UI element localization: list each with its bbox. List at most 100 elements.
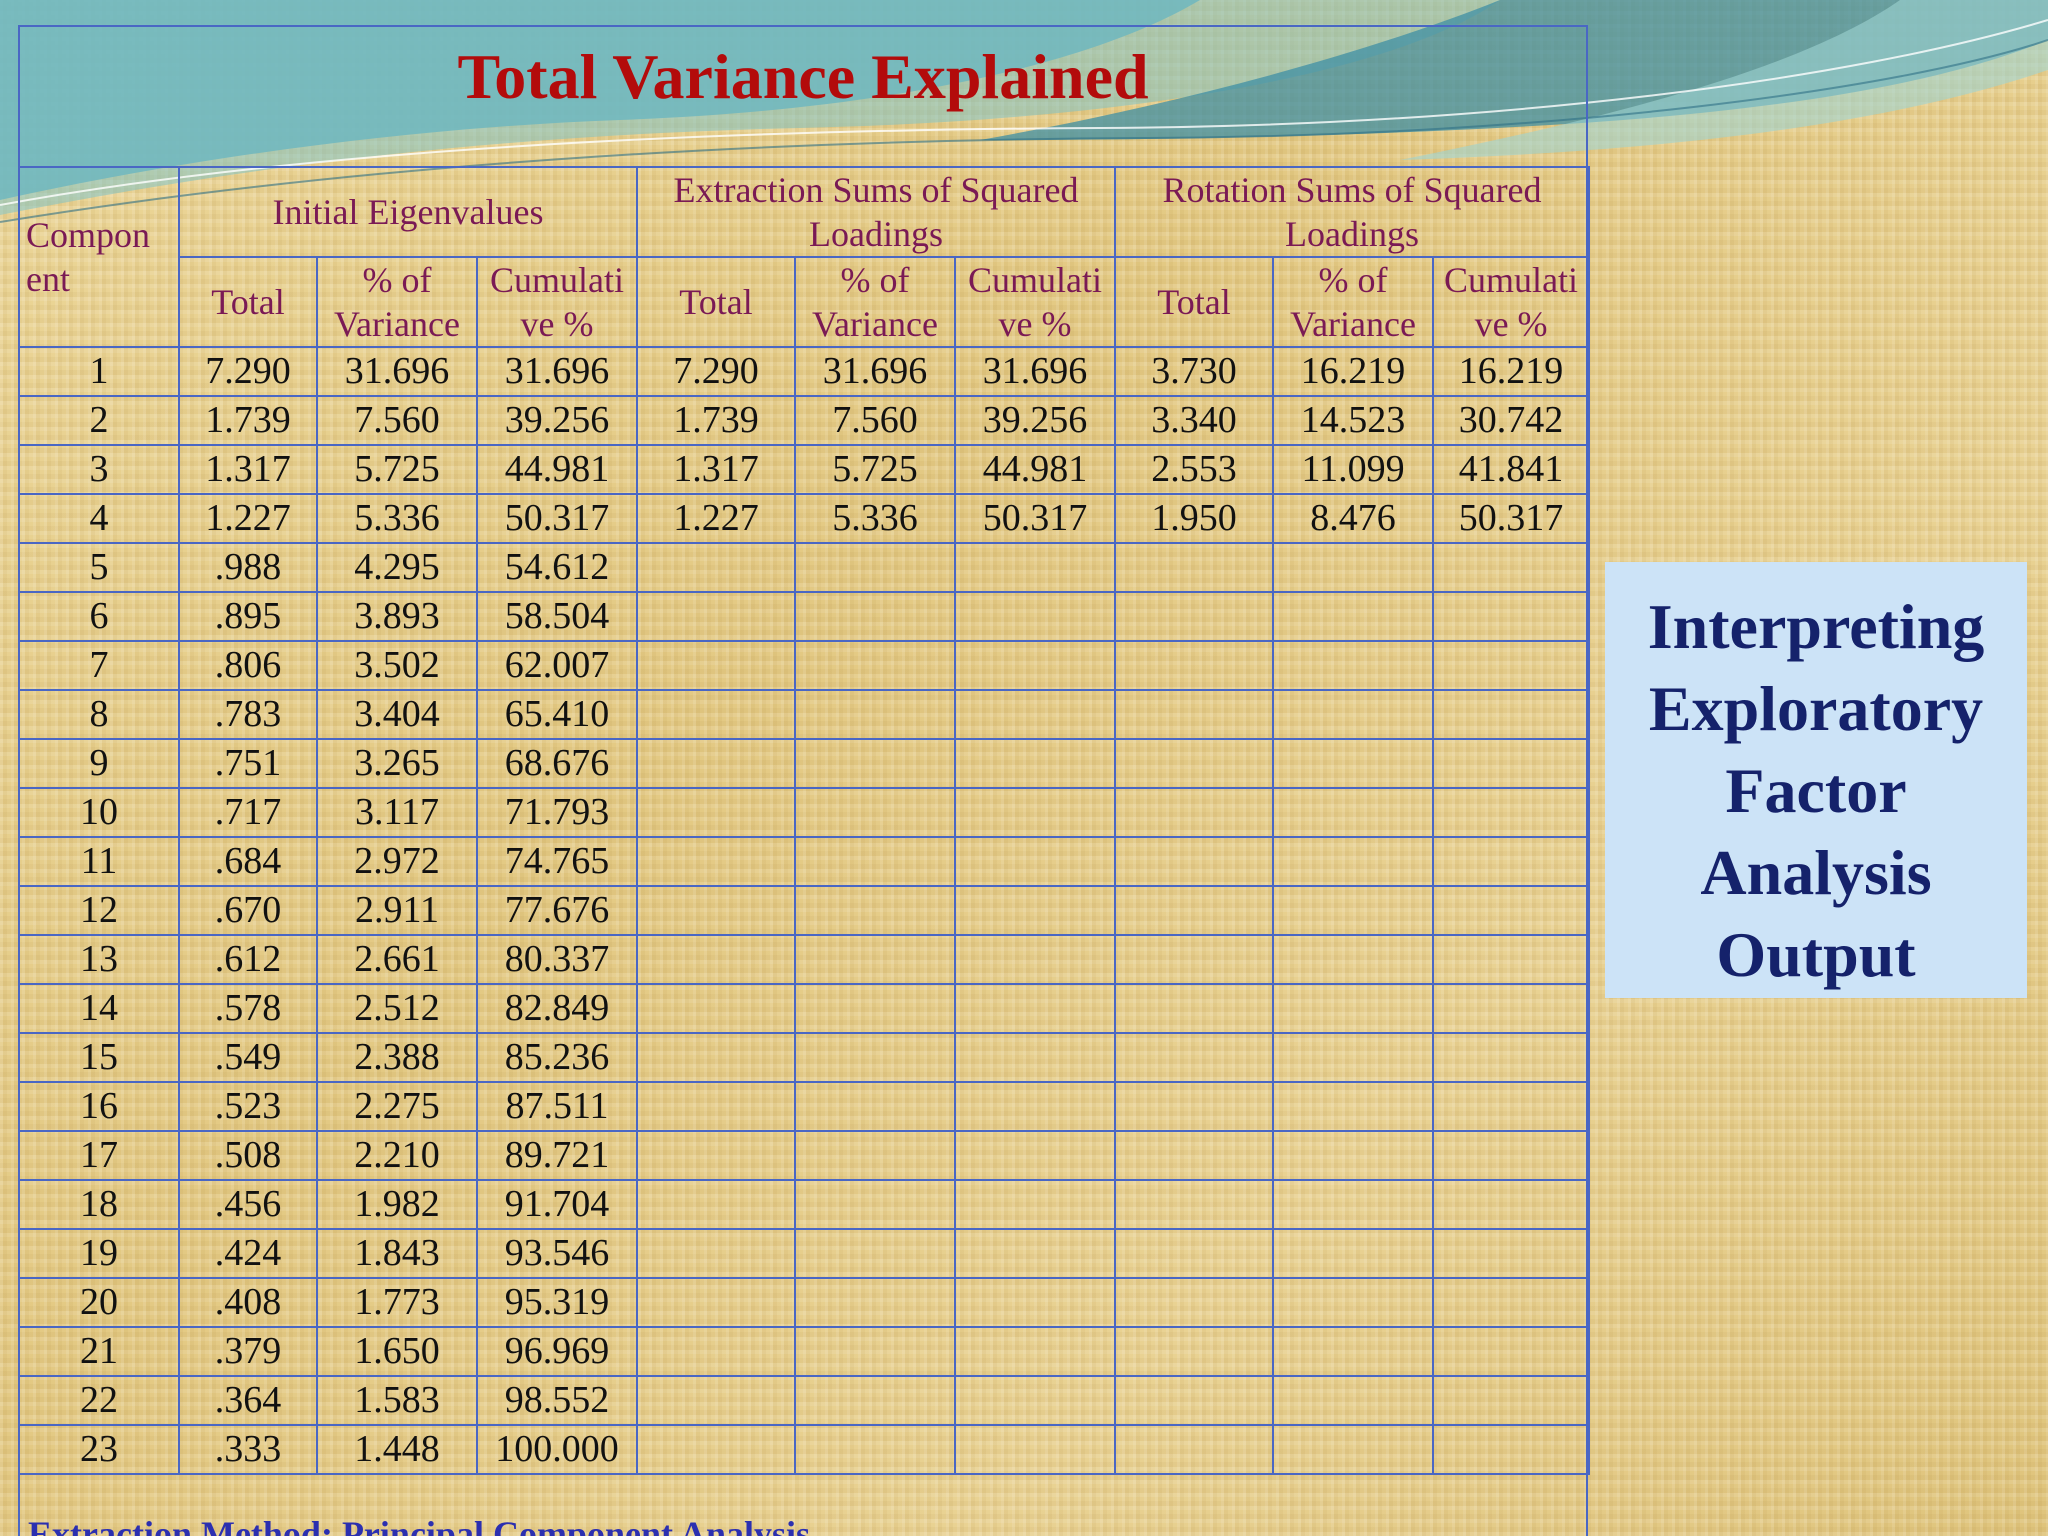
value-cell: .523	[178, 1081, 318, 1132]
component-number-cell: 19	[18, 1228, 180, 1279]
value-cell: 31.696	[316, 346, 478, 397]
value-cell	[636, 1424, 797, 1475]
value-cell: 50.317	[475, 493, 639, 544]
subtitle-line: Exploratory	[1648, 673, 1984, 744]
value-cell	[636, 591, 797, 642]
value-cell	[954, 1081, 1117, 1132]
component-number-cell: 15	[18, 1032, 180, 1083]
value-cell: 2.972	[316, 836, 478, 887]
value-cell: 50.317	[954, 493, 1117, 544]
value-cell	[1272, 1228, 1435, 1279]
component-number-cell: 22	[18, 1375, 180, 1426]
value-cell	[794, 640, 957, 691]
value-cell: 1.317	[636, 444, 797, 495]
table-row: 22.364 1.583 98.552	[18, 1375, 1591, 1426]
value-cell	[636, 934, 797, 985]
value-cell	[1432, 738, 1591, 789]
value-cell: 3.340	[1114, 395, 1275, 446]
value-cell	[794, 1032, 957, 1083]
value-cell	[1114, 1424, 1275, 1475]
value-cell	[636, 542, 797, 593]
subheader-cell: Total	[1114, 256, 1275, 348]
value-cell	[636, 1179, 797, 1230]
value-cell	[1272, 983, 1435, 1034]
component-number-cell: 16	[18, 1081, 180, 1132]
value-cell: 1.448	[316, 1424, 478, 1475]
value-cell	[1432, 640, 1591, 691]
value-cell	[1272, 738, 1435, 789]
value-cell	[954, 1130, 1117, 1181]
value-cell	[636, 640, 797, 691]
table-row: 1 7.290 31.696 31.696 7.290 31.696 31.696 3.730…	[18, 346, 1591, 397]
table-row: 20.408 1.773 95.319	[18, 1277, 1591, 1328]
value-cell	[1432, 836, 1591, 887]
value-cell	[954, 640, 1117, 691]
value-cell: 68.676	[475, 738, 639, 789]
subtitle-box: Interpreting Exploratory Factor Analysis…	[1605, 562, 2027, 998]
value-cell	[636, 689, 797, 740]
value-cell	[794, 1081, 957, 1132]
header-rotation-sums: Rotation Sums of Squared Loadings	[1114, 166, 1591, 258]
value-cell	[1114, 1277, 1275, 1328]
value-cell: 7.290	[178, 346, 318, 397]
value-cell: 7.560	[794, 395, 957, 446]
value-cell: 3.730	[1114, 346, 1275, 397]
subtitle-line: Analysis	[1700, 837, 1932, 908]
value-cell	[1272, 1326, 1435, 1377]
header-component: Compon ent	[18, 166, 180, 348]
value-cell: .717	[178, 787, 318, 838]
value-cell	[636, 1375, 797, 1426]
value-cell: 1.950	[1114, 493, 1275, 544]
table-row: 11.684 2.972 74.765	[18, 836, 1591, 887]
value-cell	[636, 885, 797, 936]
value-cell: 16.219	[1272, 346, 1435, 397]
subheader-cell: Total	[636, 256, 797, 348]
value-cell	[794, 983, 957, 1034]
value-cell	[1114, 738, 1275, 789]
value-cell: 91.704	[475, 1179, 639, 1230]
footnote-text: Extraction Method: Principal Component A…	[28, 1514, 820, 1536]
component-number-cell: 3	[18, 444, 180, 495]
value-cell: 100.000	[475, 1424, 639, 1475]
value-cell	[636, 738, 797, 789]
value-cell	[794, 1375, 957, 1426]
value-cell	[1114, 836, 1275, 887]
value-cell	[1114, 1228, 1275, 1279]
component-number-cell: 14	[18, 983, 180, 1034]
value-cell: 3.404	[316, 689, 478, 740]
value-cell: 31.696	[794, 346, 957, 397]
value-cell	[1272, 591, 1435, 642]
value-cell: .578	[178, 983, 318, 1034]
value-cell: 77.676	[475, 885, 639, 936]
value-cell	[1114, 1375, 1275, 1426]
table-row: 18.456 1.982 91.704	[18, 1179, 1591, 1230]
value-cell: .612	[178, 934, 318, 985]
table-row: 14.578 2.512 82.849	[18, 983, 1591, 1034]
value-cell	[1432, 591, 1591, 642]
value-cell	[954, 689, 1117, 740]
value-cell: 62.007	[475, 640, 639, 691]
component-number-cell: 1	[18, 346, 180, 397]
value-cell: 39.256	[475, 395, 639, 446]
value-cell: 5.725	[794, 444, 957, 495]
value-cell	[954, 542, 1117, 593]
value-cell	[1272, 934, 1435, 985]
value-cell	[954, 983, 1117, 1034]
value-cell	[1272, 1179, 1435, 1230]
value-cell	[1272, 1277, 1435, 1328]
table-row: 2 1.739 7.560 39.256 1.739 7.560 39.256 3.340 14…	[18, 395, 1591, 446]
value-cell	[1114, 983, 1275, 1034]
value-cell	[636, 1228, 797, 1279]
component-number-cell: 9	[18, 738, 180, 789]
value-cell: 5.336	[316, 493, 478, 544]
value-cell	[1114, 934, 1275, 985]
value-cell: 7.290	[636, 346, 797, 397]
table-row: 10.717 3.117 71.793	[18, 787, 1591, 838]
value-cell	[1114, 542, 1275, 593]
value-cell	[1272, 836, 1435, 887]
value-cell: 16.219	[1432, 346, 1591, 397]
value-cell	[1114, 1032, 1275, 1083]
value-cell: 1.773	[316, 1277, 478, 1328]
value-cell: .333	[178, 1424, 318, 1475]
value-cell: 7.560	[316, 395, 478, 446]
